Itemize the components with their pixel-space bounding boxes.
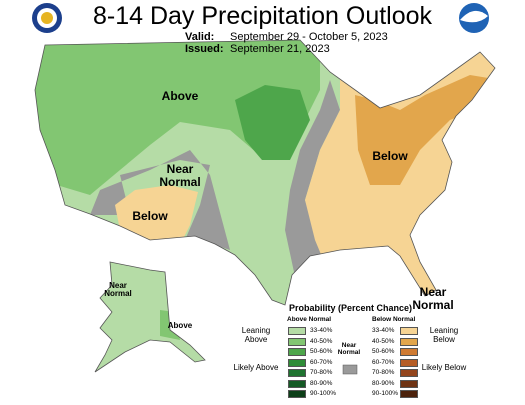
legend-label: 60-70% [310,358,333,366]
map-label: Below [132,209,168,223]
legend-title: Probability (Percent Chance) [289,303,413,313]
legend-swatch [400,379,418,388]
legend-group: Leaning Above [241,326,271,344]
alaska [95,262,205,372]
legend-swatch [400,327,418,335]
valid-label: Valid: [185,31,215,43]
logos [32,3,489,33]
legend-label: 50-60% [310,348,333,355]
legend-swatch [400,369,418,377]
map-label: Below [372,149,408,163]
legend-swatch [288,358,306,367]
map-label: Above [167,321,193,330]
map-label: Near Normal [104,281,132,299]
legend-swatch [400,348,418,356]
legend-swatch [288,369,306,377]
legend-group: Likely Below [421,363,467,372]
issued-label: Issued: [185,43,224,55]
legend-label: 40-50% [372,337,395,345]
legend-label: 80-90% [310,379,333,387]
legend-label: 60-70% [372,358,395,366]
map-label: Above [161,89,199,103]
legend-heading: Near Normal [337,342,361,356]
legend-label: 90-100% [372,390,399,397]
legend-swatch [288,379,306,388]
legend-swatch [400,390,418,398]
legend-heading: Above Normal [287,316,332,323]
legend-label: 50-60% [372,348,395,355]
legend-label: 40-50% [310,337,333,345]
issued-date: September 21, 2023 [230,43,330,55]
legend-group: Leaning Below [429,326,459,344]
legend-swatch [288,327,306,335]
legend-group: Likely Above [233,363,279,372]
legend-swatch [288,390,306,398]
us-outline [34,39,496,306]
title: 8-14 Day Precipitation Outlook [92,2,433,30]
legend-swatch [400,358,418,367]
alaska-outline [94,261,206,373]
legend-label: 70-80% [372,369,395,376]
valid-dates: September 29 - October 5, 2023 [230,31,388,43]
legend-swatch [288,348,306,356]
map-label: Near Normal [412,285,454,312]
legend-label: 70-80% [310,369,333,376]
near-normal-swatch [342,364,358,375]
legend-label: 80-90% [372,379,395,387]
legend-heading: Below Normal [372,316,416,323]
legend-label: 33-40% [372,327,395,334]
map-label: Near Normal [159,162,201,189]
legend-label: 90-100% [310,390,337,397]
legend-label: 33-40% [310,327,333,334]
legend-swatch [288,337,306,346]
legend-swatch [400,337,418,346]
